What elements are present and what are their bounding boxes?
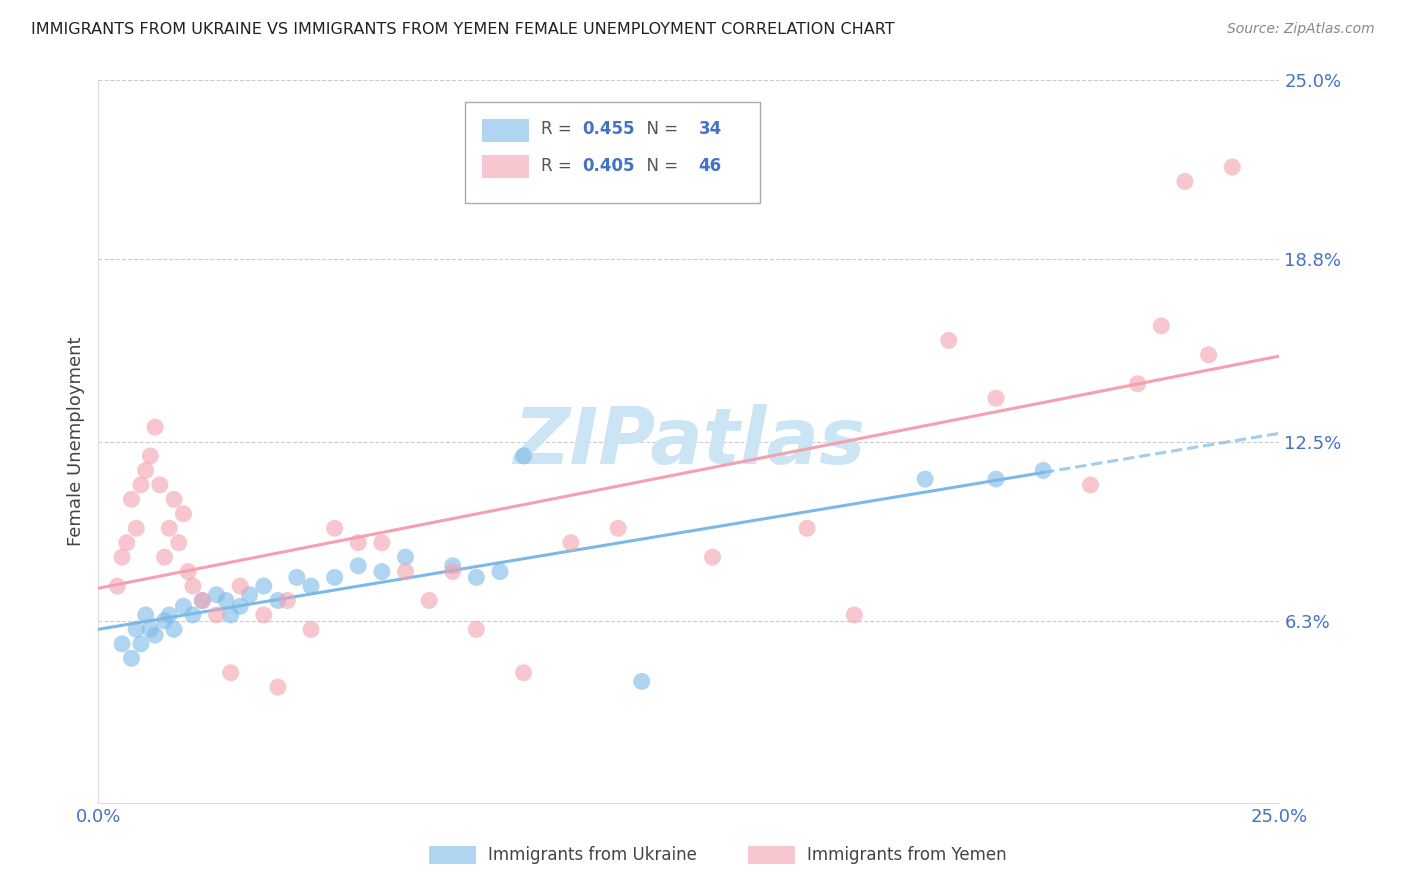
Point [135, 463, 157, 477]
Point [129, 478, 152, 492]
Point [191, 593, 214, 607]
Text: Source: ZipAtlas.com: Source: ZipAtlas.com [1227, 22, 1375, 37]
Point [205, 588, 228, 602]
Point [229, 599, 252, 614]
Point [177, 565, 200, 579]
Point [105, 579, 128, 593]
Point [181, 607, 204, 622]
Point [215, 593, 238, 607]
Bar [748, 847, 796, 864]
Point [1032, 463, 1054, 477]
Point [129, 637, 152, 651]
FancyBboxPatch shape [464, 102, 759, 203]
Point [299, 579, 322, 593]
Text: 34: 34 [699, 120, 721, 138]
Point [267, 680, 290, 694]
Text: Immigrants from Yemen: Immigrants from Yemen [807, 846, 1007, 863]
Point [157, 607, 180, 622]
Bar [429, 847, 477, 864]
Point [347, 535, 370, 549]
Point [115, 535, 138, 549]
Point [441, 565, 464, 579]
Point [219, 607, 242, 622]
Text: ZIPatlas: ZIPatlas [513, 403, 865, 480]
Point [560, 535, 582, 549]
Point [172, 507, 194, 521]
Point [125, 623, 148, 637]
Point [394, 565, 416, 579]
Point [1174, 174, 1197, 188]
Point [465, 623, 488, 637]
Point [239, 588, 262, 602]
Point [465, 570, 488, 584]
Point [938, 334, 960, 348]
Point [418, 593, 440, 607]
Y-axis label: Female Unemployment: Female Unemployment [66, 337, 84, 546]
Point [1150, 318, 1173, 333]
Point [914, 472, 936, 486]
Point [143, 628, 166, 642]
Point [181, 579, 204, 593]
Point [371, 565, 394, 579]
Point [1198, 348, 1220, 362]
Point [229, 579, 252, 593]
Point [157, 521, 180, 535]
Point [143, 420, 166, 434]
Point [172, 599, 194, 614]
Bar [482, 154, 530, 178]
Point [253, 579, 276, 593]
Point [371, 535, 394, 549]
Text: R =: R = [541, 120, 578, 138]
Text: 46: 46 [699, 156, 721, 175]
Text: IMMIGRANTS FROM UKRAINE VS IMMIGRANTS FROM YEMEN FEMALE UNEMPLOYMENT CORRELATION: IMMIGRANTS FROM UKRAINE VS IMMIGRANTS FR… [31, 22, 894, 37]
Point [219, 665, 242, 680]
Point [489, 565, 512, 579]
Point [285, 570, 308, 584]
Bar [482, 119, 530, 142]
Point [121, 651, 143, 665]
Point [163, 492, 186, 507]
Point [153, 550, 176, 565]
Point [347, 558, 370, 573]
Point [121, 492, 143, 507]
Point [111, 550, 134, 565]
Text: N =: N = [636, 120, 683, 138]
Point [1126, 376, 1149, 391]
Point [844, 607, 866, 622]
Point [276, 593, 298, 607]
Point [149, 478, 172, 492]
Point [139, 449, 162, 463]
Point [984, 472, 1007, 486]
Point [702, 550, 724, 565]
Point [1220, 160, 1243, 174]
Point [984, 391, 1007, 405]
Text: Immigrants from Ukraine: Immigrants from Ukraine [488, 846, 697, 863]
Point [125, 521, 148, 535]
Point [205, 607, 228, 622]
Point [630, 674, 652, 689]
Text: 0.405: 0.405 [582, 156, 636, 175]
Point [299, 623, 322, 637]
Point [139, 623, 162, 637]
Point [1080, 478, 1102, 492]
Point [607, 521, 630, 535]
Point [163, 623, 186, 637]
Point [323, 521, 346, 535]
Text: 0.455: 0.455 [582, 120, 636, 138]
Point [253, 607, 276, 622]
Point [267, 593, 290, 607]
Text: N =: N = [636, 156, 683, 175]
Point [394, 550, 416, 565]
Point [323, 570, 346, 584]
Point [135, 607, 157, 622]
Point [796, 521, 818, 535]
Point [167, 535, 190, 549]
Point [153, 614, 176, 628]
Point [111, 637, 134, 651]
Point [512, 665, 534, 680]
Point [441, 558, 464, 573]
Point [512, 449, 534, 463]
Text: R =: R = [541, 156, 578, 175]
Point [191, 593, 214, 607]
